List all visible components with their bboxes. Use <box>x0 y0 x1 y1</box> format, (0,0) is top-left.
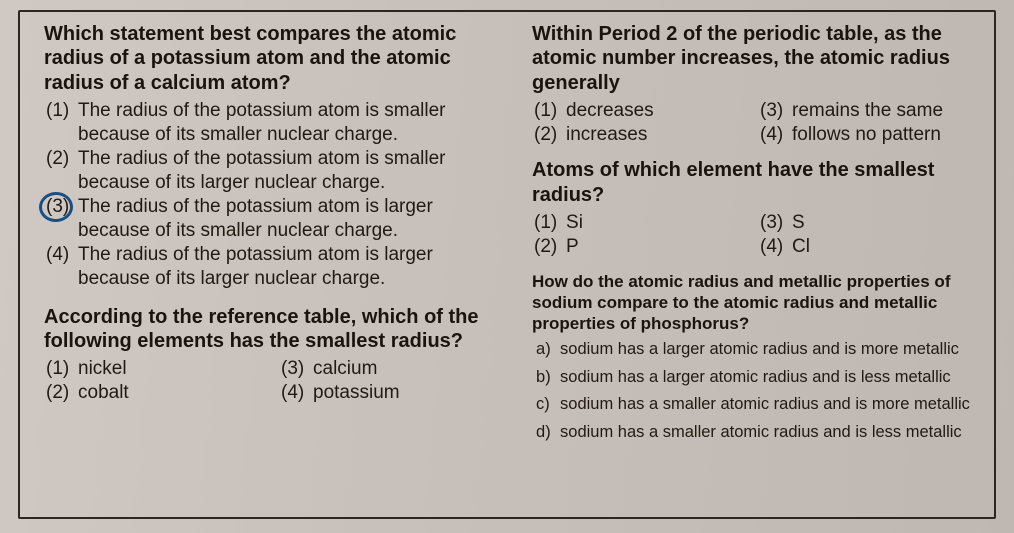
option-b: b) sodium has a larger atomic radius and… <box>532 367 974 387</box>
option-d: d) sodium has a smaller atomic radius an… <box>532 422 974 442</box>
right-column: Within Period 2 of the periodic table, a… <box>532 22 974 507</box>
question-stem: Atoms of which element have the smallest… <box>532 158 974 207</box>
option-text-cont: because of its smaller nuclear charge. <box>78 123 504 147</box>
option-text: remains the same <box>792 99 974 123</box>
question-3: Within Period 2 of the periodic table, a… <box>532 22 974 146</box>
option-number: (2) <box>532 123 566 147</box>
option-text-cont: because of its larger nuclear charge. <box>78 267 504 291</box>
option-text: decreases <box>566 99 748 123</box>
option-1: (1) decreases <box>532 99 748 123</box>
option-text: sodium has a larger atomic radius and is… <box>560 367 974 387</box>
option-2: (2) P <box>532 235 748 259</box>
option-text-cont: because of its larger nuclear charge. <box>78 171 504 195</box>
option-number: a) <box>532 339 560 359</box>
option-text: The radius of the potassium atom is larg… <box>78 243 504 267</box>
option-number: (3) <box>758 99 792 123</box>
option-number: (1) <box>532 99 566 123</box>
worksheet-page: Which statement best compares the atomic… <box>0 0 1014 533</box>
option-number: b) <box>532 367 560 387</box>
option-text: The radius of the potassium atom is smal… <box>78 147 504 171</box>
option-text: P <box>566 235 748 259</box>
question-stem: How do the atomic radius and metallic pr… <box>532 272 974 334</box>
option-number: (2) <box>532 235 566 259</box>
option-number: (3) <box>758 211 792 235</box>
question-1: Which statement best compares the atomic… <box>44 22 504 291</box>
option-number: (3) <box>44 195 78 219</box>
option-c: c) sodium has a smaller atomic radius an… <box>532 394 974 414</box>
question-4: Atoms of which element have the smallest… <box>532 158 974 258</box>
option-3: (3) remains the same <box>758 99 974 123</box>
option-3: (3) S <box>758 211 974 235</box>
option-text: follows no pattern <box>792 123 974 147</box>
option-number: d) <box>532 422 560 442</box>
option-2: (2) increases <box>532 123 748 147</box>
option-4: (4) potassium <box>279 381 504 405</box>
option-text: Si <box>566 211 748 235</box>
question-stem: Within Period 2 of the periodic table, a… <box>532 22 974 95</box>
option-2: (2) cobalt <box>44 381 269 405</box>
question-options: (1) decreases (3) remains the same (2) i… <box>532 99 974 146</box>
option-1: (1) The radius of the potassium atom is … <box>44 99 504 123</box>
option-number: (4) <box>279 381 313 405</box>
option-text: calcium <box>313 357 504 381</box>
option-number: (1) <box>532 211 566 235</box>
option-2: (2) The radius of the potassium atom is … <box>44 147 504 171</box>
option-1: (1) Si <box>532 211 748 235</box>
question-stem: According to the reference table, which … <box>44 305 504 354</box>
question-options: (1) nickel (3) calcium (2) cobalt (4) po… <box>44 357 504 404</box>
option-text: sodium has a smaller atomic radius and i… <box>560 422 974 442</box>
option-text: potassium <box>313 381 504 405</box>
option-4: (4) The radius of the potassium atom is … <box>44 243 504 267</box>
option-number: (3) <box>279 357 313 381</box>
option-number-text: (3) <box>46 196 69 217</box>
option-number: c) <box>532 394 560 414</box>
option-text: sodium has a larger atomic radius and is… <box>560 339 974 359</box>
option-number: (4) <box>44 243 78 267</box>
option-text-cont: because of its smaller nuclear charge. <box>78 219 504 243</box>
option-text: The radius of the potassium atom is larg… <box>78 195 504 219</box>
option-number: (1) <box>44 99 78 123</box>
option-text: sodium has a smaller atomic radius and i… <box>560 394 974 414</box>
left-column: Which statement best compares the atomic… <box>44 22 504 507</box>
option-text: S <box>792 211 974 235</box>
option-3: (3) The radius of the potassium atom is … <box>44 195 504 219</box>
option-number: (2) <box>44 381 78 405</box>
option-number: (2) <box>44 147 78 171</box>
question-2: According to the reference table, which … <box>44 305 504 405</box>
option-text: increases <box>566 123 748 147</box>
option-3: (3) calcium <box>279 357 504 381</box>
content-border: Which statement best compares the atomic… <box>18 10 996 519</box>
option-number: (1) <box>44 357 78 381</box>
option-a: a) sodium has a larger atomic radius and… <box>532 339 974 359</box>
question-options: (1) The radius of the potassium atom is … <box>44 99 504 290</box>
question-options: (1) Si (3) S (2) P (4) Cl <box>532 211 974 258</box>
option-1: (1) nickel <box>44 357 269 381</box>
option-text: The radius of the potassium atom is smal… <box>78 99 504 123</box>
option-text: cobalt <box>78 381 269 405</box>
question-5: How do the atomic radius and metallic pr… <box>532 272 974 442</box>
option-number: (4) <box>758 235 792 259</box>
option-4: (4) Cl <box>758 235 974 259</box>
question-stem: Which statement best compares the atomic… <box>44 22 504 95</box>
option-number: (4) <box>758 123 792 147</box>
option-4: (4) follows no pattern <box>758 123 974 147</box>
option-text: nickel <box>78 357 269 381</box>
question-options: a) sodium has a larger atomic radius and… <box>532 339 974 442</box>
option-text: Cl <box>792 235 974 259</box>
